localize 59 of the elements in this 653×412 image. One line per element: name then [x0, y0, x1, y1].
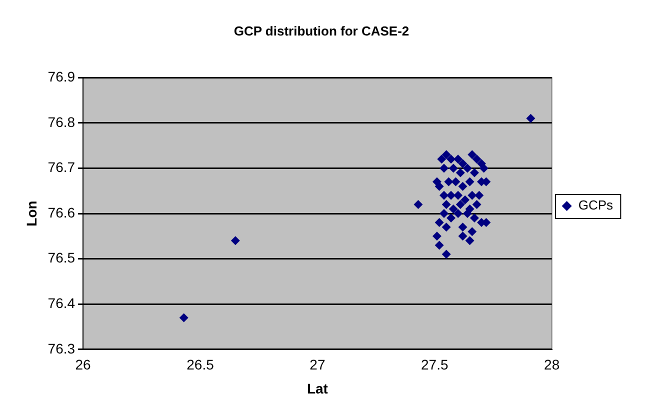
chart-title: GCP distribution for CASE-2: [234, 23, 410, 38]
y-tick-label: 76.6: [48, 204, 76, 220]
point: [451, 177, 460, 186]
point: [230, 236, 240, 246]
point: [179, 313, 188, 322]
point: [442, 200, 451, 209]
point: [434, 218, 444, 228]
x-axis-title: Lat: [306, 380, 328, 396]
point: [468, 190, 477, 200]
point: [434, 240, 444, 250]
point: [470, 214, 479, 223]
point: [414, 200, 423, 209]
point: [479, 164, 488, 173]
point: [460, 195, 470, 204]
point: [454, 154, 463, 164]
point: [442, 222, 451, 232]
point: [442, 250, 451, 259]
x-tick-label: 26: [75, 356, 92, 373]
point: [437, 154, 446, 164]
point: [448, 204, 458, 214]
point: [446, 214, 456, 223]
point: [465, 177, 474, 186]
point: [465, 236, 474, 246]
point: [458, 182, 468, 191]
point: [472, 200, 482, 209]
point: [468, 227, 477, 236]
point: [462, 209, 472, 218]
y-axis-title: Lon: [23, 200, 40, 226]
point: [440, 164, 449, 173]
point: [458, 222, 468, 232]
point: [444, 177, 454, 186]
point: [458, 232, 468, 241]
y-tick-label: 76.8: [48, 114, 76, 130]
point: [474, 190, 484, 200]
point: [448, 164, 458, 173]
point: [434, 182, 444, 191]
x-tick-label: 28: [544, 356, 560, 373]
point: [454, 190, 463, 200]
point: [470, 168, 479, 178]
x-tick-label: 27.5: [421, 356, 448, 373]
point: [454, 209, 463, 218]
point: [456, 168, 465, 178]
point: [442, 150, 451, 160]
y-tick-label: 76.4: [48, 294, 76, 311]
legend-label: GCPs: [578, 198, 614, 213]
point: [462, 164, 472, 173]
point: [456, 200, 465, 209]
point: [526, 114, 536, 123]
y-tick-label: 76.9: [48, 68, 76, 84]
point: [432, 232, 442, 241]
point: [468, 150, 477, 160]
x-tick-label: 26.5: [186, 356, 214, 373]
y-tick-label: 76.3: [48, 340, 76, 356]
y-tick-label: 76.5: [48, 250, 76, 266]
point: [472, 154, 482, 164]
y-tick-label: 76.7: [48, 159, 76, 176]
x-tick-label: 27: [310, 356, 326, 373]
point: [440, 209, 449, 218]
point: [458, 159, 468, 168]
